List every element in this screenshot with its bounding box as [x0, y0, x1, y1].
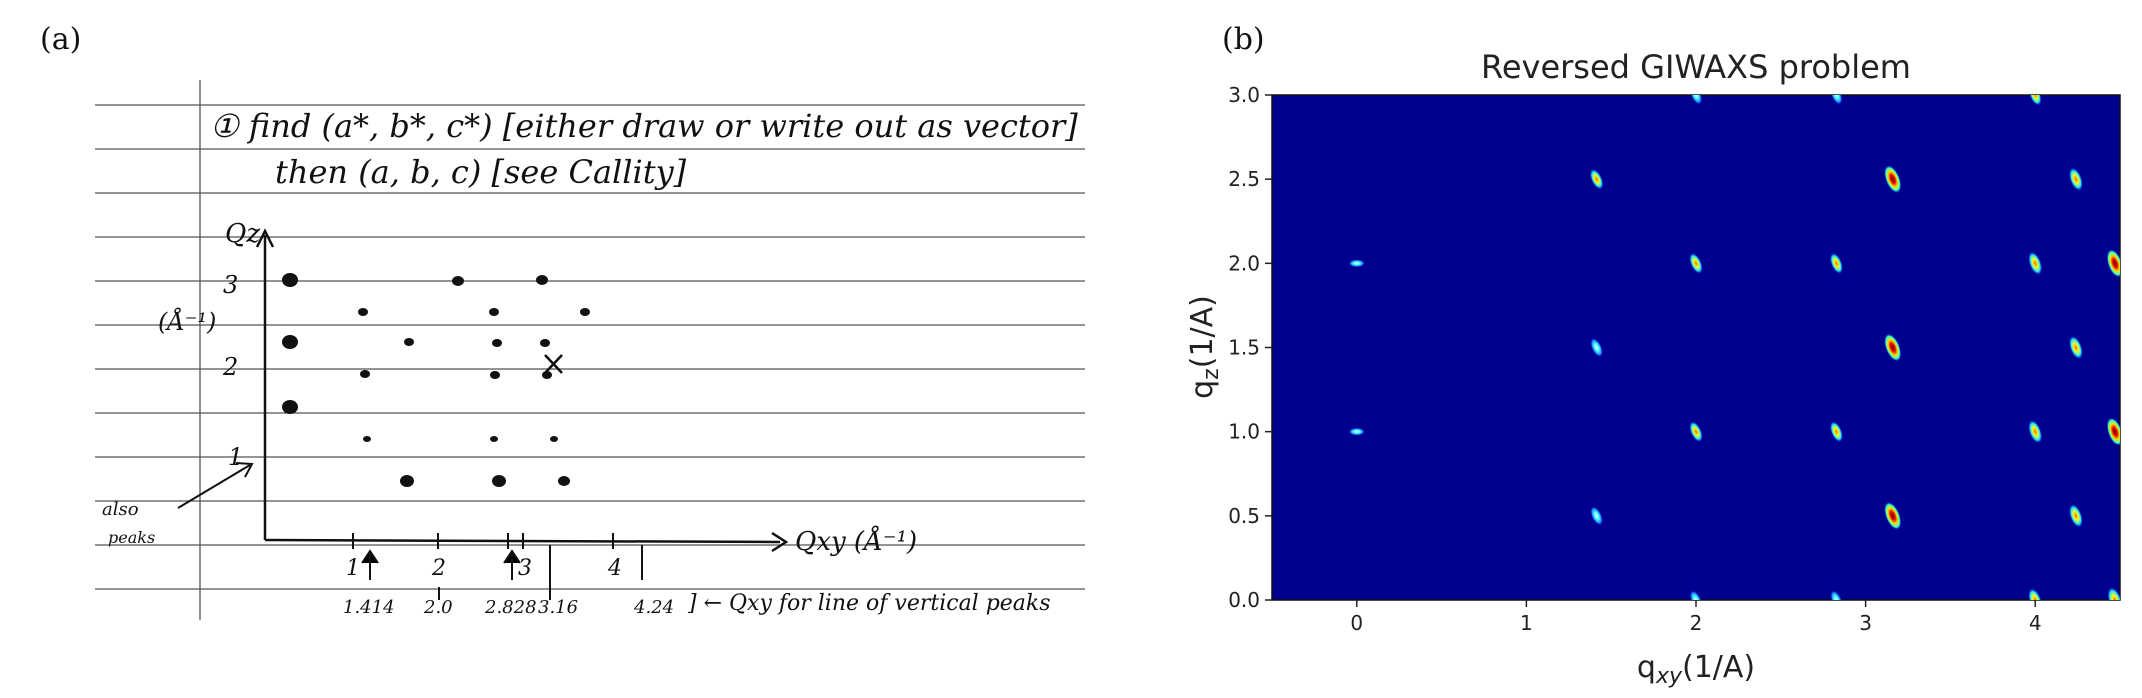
chart-title: Reversed GIWAXS problem [1481, 48, 1911, 86]
diffraction-peak [1689, 590, 1703, 600]
vertical-value-5: 4.24 [633, 597, 674, 618]
diffraction-peak [1830, 590, 1843, 600]
note-line-2: then (a, b, c) [see Callity] [275, 153, 687, 191]
sketch-dot [358, 308, 368, 316]
diffraction-peak [1884, 501, 1902, 530]
diffraction-peak [2028, 419, 2043, 444]
diffraction-peak [1348, 427, 1365, 436]
diffraction-peak [2068, 335, 2084, 360]
x-tick-1: 1 [346, 556, 360, 581]
handwritten-sketch: ① find (a*, b*, c*) [either draw or writ… [95, 80, 1085, 620]
diffraction-peak [2068, 503, 2084, 528]
vertical-value-1: 1.414 [343, 597, 395, 618]
vertical-value-4: 3.16 [538, 597, 578, 618]
x-tick-2: 2 [431, 556, 446, 581]
diffraction-peak [2107, 586, 2120, 600]
sketch-dot [550, 436, 558, 442]
y-tick-label: 0.5 [1228, 504, 1260, 528]
sketch-dot [558, 476, 570, 486]
diffraction-peak [1829, 252, 1844, 275]
x-tick-label: 1 [1520, 611, 1533, 635]
plot-background [1271, 94, 2121, 601]
sketch-dot [282, 335, 298, 349]
y-tick-label: 0.0 [1228, 588, 1260, 612]
diffraction-peak [1689, 95, 1703, 105]
sketch-dot [542, 371, 552, 379]
sketch-dot [492, 475, 506, 487]
x-axis-ticks [352, 533, 643, 600]
y-tick-label: 2.5 [1228, 167, 1260, 191]
diffraction-peak [2028, 251, 2043, 276]
axis-qxy-label: Qxy (Å⁻¹) [795, 525, 917, 557]
sketch-peak-dots [282, 273, 590, 487]
also-label: also [102, 499, 139, 520]
heatmap-axis-ticks: 0 1 2 3 4 0.0 0.5 1.0 1.5 2.0 2.5 3.0 [1228, 83, 2041, 635]
sketch-dot [282, 400, 298, 414]
diffraction-peak [1829, 420, 1844, 443]
x-axis-title: qxy(1/A) [1637, 650, 1755, 689]
diffraction-peak [2106, 417, 2120, 446]
x-tick-label: 4 [2029, 611, 2042, 635]
sketch-axes [255, 228, 789, 553]
note-line-1: ① find (a*, b*, c*) [either draw or writ… [210, 107, 1078, 145]
y-tick-2: 2 [222, 353, 238, 381]
sketch-dot [360, 370, 370, 378]
diffraction-peak [1590, 337, 1603, 358]
x-tick-3: 3 [518, 556, 532, 581]
sketch-dot [492, 339, 502, 347]
axis-qz-label: Qz [225, 219, 260, 249]
sketch-dot [490, 371, 500, 379]
also-peaks-arrow [177, 462, 254, 509]
vertical-peaks-note: ] ← Qxy for line of vertical peaks [687, 591, 1051, 616]
panel-b-label: (b) [1222, 22, 1265, 57]
sketch-dot [400, 475, 414, 487]
vertical-value-3: 2.828 [484, 597, 537, 618]
sketch-dot [540, 339, 550, 347]
diffraction-peak [1689, 252, 1703, 275]
panel-a-label: (a) [40, 22, 82, 57]
giwaxs-heatmap-chart: Reversed GIWAXS problem 0 1 2 3 4 0.0 0.5 1.0 1.… [1185, 48, 2121, 689]
diffraction-peak [2028, 95, 2042, 106]
y-tick-3: 3 [223, 271, 238, 299]
sketch-dot [490, 436, 498, 442]
sketch-dot [489, 308, 499, 316]
y-tick-label: 1.5 [1228, 336, 1260, 360]
diffraction-peak [2068, 167, 2084, 192]
sketch-dot [363, 436, 371, 442]
diffraction-peak [1689, 420, 1703, 443]
x-tick-label: 2 [1690, 611, 1703, 635]
axis-unit-left: (Å⁻¹) [158, 307, 216, 336]
sketch-dot [452, 276, 464, 286]
y-tick-1: 1 [228, 443, 243, 471]
diffraction-peak [1884, 333, 1902, 362]
diffraction-peak [1884, 165, 1902, 194]
y-tick-label: 2.0 [1228, 251, 1260, 275]
x-tick-label: 0 [1350, 611, 1363, 635]
sketch-dot [404, 338, 414, 346]
x-tick-label: 3 [1859, 611, 1872, 635]
x-tick-4: 4 [607, 556, 622, 581]
x-mark [544, 354, 563, 374]
y-tick-label: 3.0 [1228, 83, 1260, 107]
vertical-value-2: 2.0 [423, 597, 453, 618]
diffraction-peak [1348, 259, 1365, 268]
diffraction-peak [1590, 506, 1603, 526]
y-axis-title: qz(1/A) [1185, 295, 1224, 399]
sketch-dot [282, 273, 298, 287]
diffraction-peak [2106, 249, 2120, 278]
heatmap-peaks [1348, 95, 2120, 600]
diffraction-peak [1830, 95, 1843, 105]
peaks-label: peaks [108, 528, 155, 547]
sketch-dot [536, 275, 548, 285]
diffraction-peak [1589, 168, 1604, 190]
sketch-dot [580, 308, 590, 316]
notebook-rule-lines [95, 104, 1085, 590]
y-tick-label: 1.0 [1228, 420, 1260, 444]
